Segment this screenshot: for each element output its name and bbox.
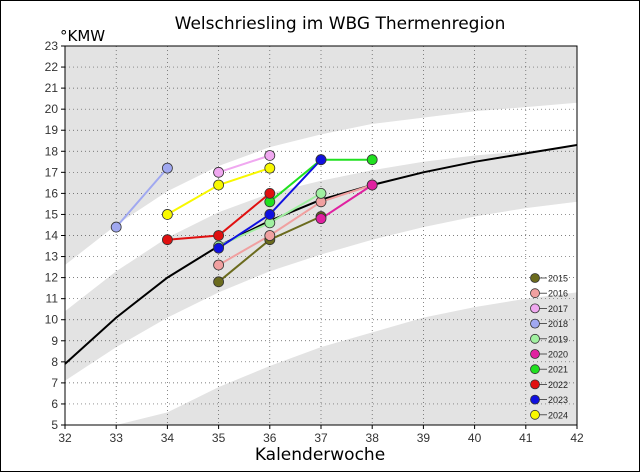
x-tick-label: 38 xyxy=(366,431,380,445)
y-tick-label: 13 xyxy=(45,250,59,264)
y-tick-label: 6 xyxy=(51,397,58,411)
y-tick-label: 16 xyxy=(45,186,59,200)
y-tick-label: 9 xyxy=(51,334,58,348)
x-tick-label: 35 xyxy=(212,431,226,445)
white-band-2 xyxy=(65,201,577,425)
x-tick-label: 32 xyxy=(58,431,72,445)
data-point-2023 xyxy=(264,209,276,220)
data-point-2022 xyxy=(264,187,276,199)
legend-marker-2017 xyxy=(530,303,540,314)
data-point-2018 xyxy=(110,221,122,233)
data-point-2024 xyxy=(213,179,225,191)
legend-label-2018: 2018 xyxy=(548,319,568,329)
legend-label-2022: 2022 xyxy=(548,380,568,390)
plot-area: 32 33 34 35 36 37 38 39 40 41 42 5 6 7 8 9 10 11 12 13 14 15 1… xyxy=(45,39,584,445)
series-line-2018 xyxy=(115,167,169,228)
data-point-2020 xyxy=(315,213,327,225)
legend-label-2021: 2021 xyxy=(548,365,568,375)
legend-label-2016: 2016 xyxy=(548,289,568,299)
data-point-2023 xyxy=(213,242,225,254)
y-axis-label: °KMW xyxy=(60,27,105,45)
white-band-1 xyxy=(65,102,577,312)
data-point-2017 xyxy=(264,150,276,161)
y-tick-label: 12 xyxy=(45,271,59,285)
data-point-2022 xyxy=(213,230,225,241)
data-point-2021 xyxy=(366,154,378,166)
legend: 2015 2016 2017 2018 2019 2020 2021 2022 2023 2024 xyxy=(530,273,568,420)
y-tick-label: 22 xyxy=(45,60,59,74)
data-point-2020 xyxy=(366,179,378,191)
y-tick-label: 14 xyxy=(45,229,59,243)
y-tick-label: 10 xyxy=(45,313,59,327)
y-tick-label: 11 xyxy=(46,292,59,306)
legend-label-2019: 2019 xyxy=(548,334,568,344)
legend-marker-2023 xyxy=(530,394,540,405)
legend-marker-2020 xyxy=(530,349,540,359)
data-point-2016 xyxy=(264,230,276,241)
x-axis-label: Kalenderwoche xyxy=(255,445,385,465)
data-point-2022 xyxy=(161,234,173,246)
legend-label-2015: 2015 xyxy=(548,274,568,284)
legend-label-2020: 2020 xyxy=(548,350,568,360)
x-tick-label: 39 xyxy=(417,431,431,445)
x-tick-label: 33 xyxy=(110,431,124,445)
legend-marker-2019 xyxy=(530,333,540,344)
x-tick-label: 36 xyxy=(263,431,277,445)
series-line-2020 xyxy=(320,184,373,220)
data-point-2016 xyxy=(213,259,225,271)
y-tick-label: 8 xyxy=(51,355,58,369)
data-point-2018 xyxy=(161,162,173,174)
legend-marker-2024 xyxy=(530,409,540,420)
series-line-2017 xyxy=(218,154,271,174)
x-tick-label: 40 xyxy=(468,431,482,445)
y-tick-label: 23 xyxy=(45,39,59,53)
legend-label-2024: 2024 xyxy=(548,410,568,420)
x-tick-label: 34 xyxy=(161,431,175,445)
y-tick-label: 7 xyxy=(51,376,58,390)
legend-marker-2021 xyxy=(530,364,540,375)
y-tick-label: 18 xyxy=(45,144,59,158)
legend-label-2017: 2017 xyxy=(548,304,568,314)
x-tick-label: 41 xyxy=(519,431,533,445)
x-tick-label: 37 xyxy=(314,431,328,445)
y-tick-label: 19 xyxy=(45,123,59,137)
y-tick-label: 17 xyxy=(45,165,59,179)
legend-marker-2016 xyxy=(530,288,540,299)
legend-marker-2022 xyxy=(530,379,540,390)
bands-group xyxy=(65,102,577,425)
data-point-2023 xyxy=(315,154,327,166)
y-tick-label: 20 xyxy=(45,102,59,116)
data-point-2015 xyxy=(213,276,225,288)
y-tick-label: 5 xyxy=(51,418,58,432)
data-point-2017 xyxy=(213,166,225,178)
data-point-2019 xyxy=(315,187,327,199)
chart-title: Welschriesling im WBG Thermenregion xyxy=(175,14,506,34)
data-point-2024 xyxy=(264,162,276,174)
data-point-2024 xyxy=(161,209,173,220)
legend-label-2023: 2023 xyxy=(548,395,568,405)
x-tick-label: 42 xyxy=(570,431,584,445)
legend-marker-2018 xyxy=(530,318,540,329)
legend-marker-2015 xyxy=(530,273,540,283)
series-line-2016 xyxy=(218,184,373,266)
y-tick-label: 21 xyxy=(45,81,59,95)
y-tick-label: 15 xyxy=(45,207,59,221)
